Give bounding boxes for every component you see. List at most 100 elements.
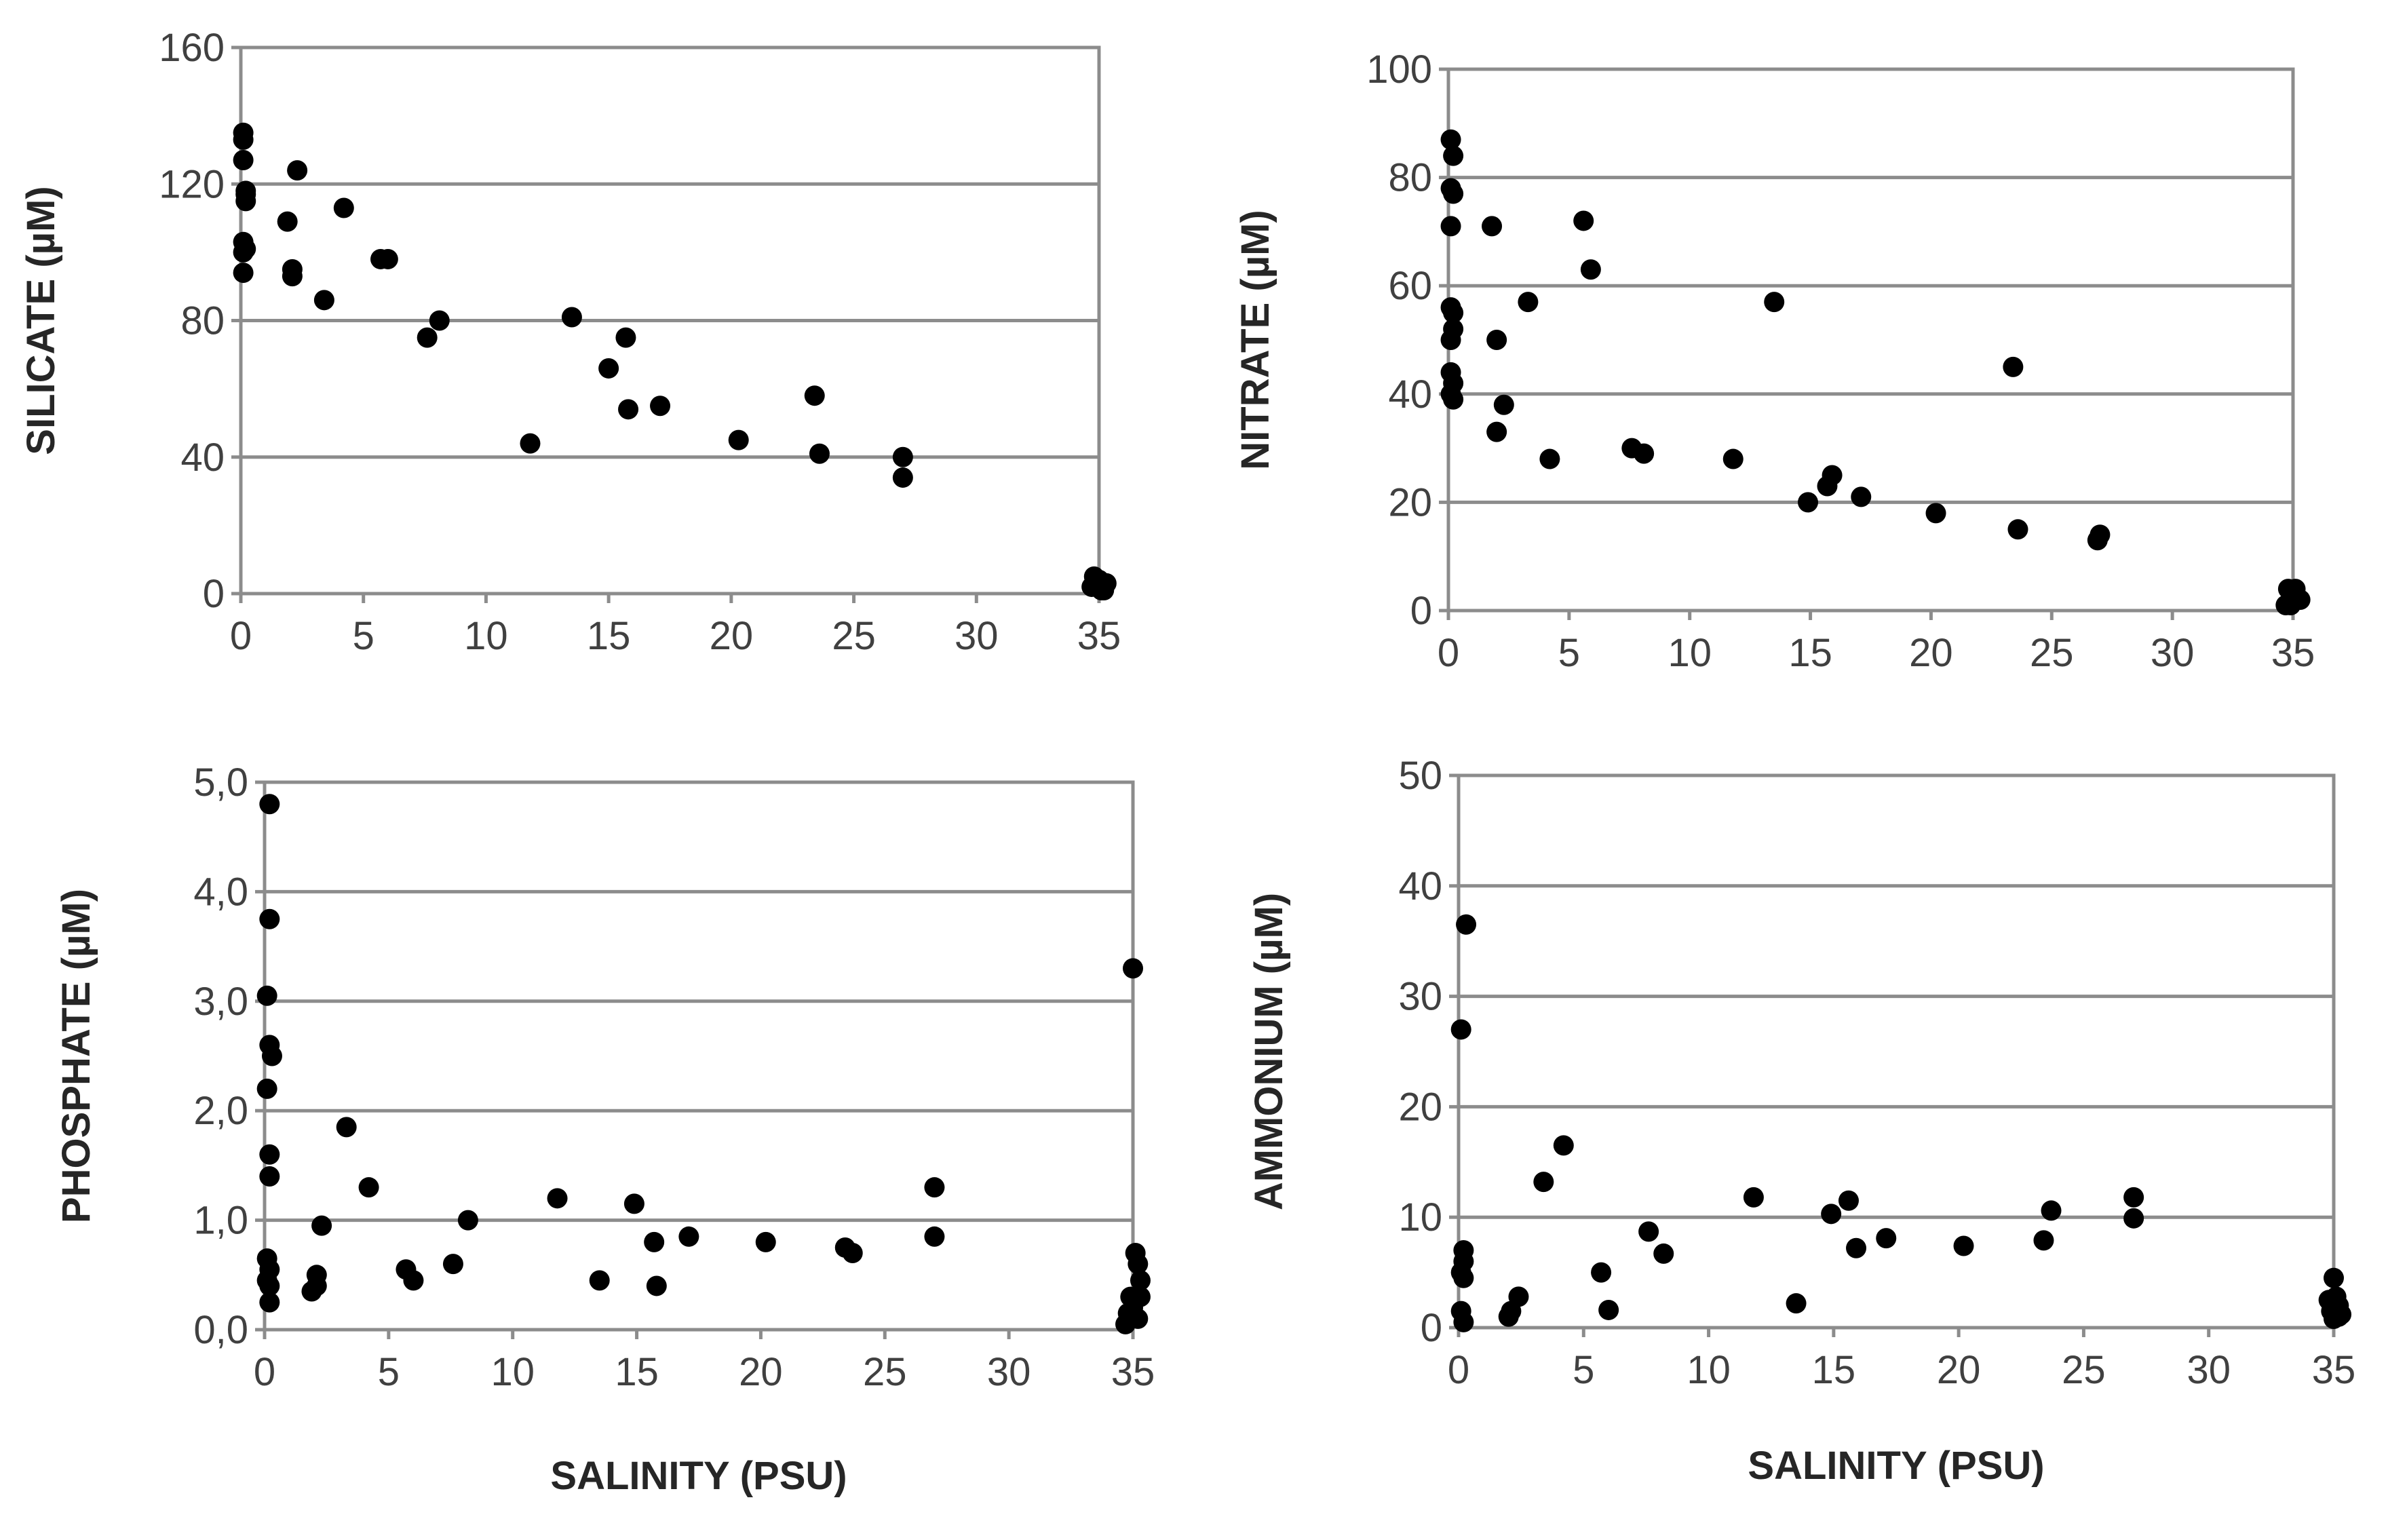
phosphate-data-point [1128, 1254, 1149, 1275]
phosphate-data-point [646, 1275, 667, 1296]
silicate-data-point [233, 150, 254, 171]
phosphate-data-point [259, 1166, 280, 1187]
phosphate-data-point [842, 1243, 863, 1264]
silicate-data-point [520, 433, 541, 454]
nitrate-xtick-label: 10 [1668, 631, 1712, 675]
phosphate-y-axis-title: PHOSPHATE (µM) [54, 889, 98, 1223]
phosphate-ytick-label: 0,0 [193, 1308, 248, 1352]
silicate-xtick-label: 15 [587, 614, 631, 658]
ammonium-data-point [2123, 1208, 2144, 1229]
phosphate-data-point [256, 1078, 277, 1099]
nitrate-data-point [1482, 216, 1503, 237]
nitrate-ytick-label: 100 [1366, 47, 1432, 92]
phosphate-data-point [924, 1226, 945, 1247]
silicate-panel: 0 40 80 120 160 0 5 10 15 20 25 30 35 SILICATE (µM) [19, 26, 1121, 658]
nitrate-data-point [1798, 492, 1819, 513]
ammonium-data-point [2033, 1230, 2054, 1251]
nitrate-data-point [1851, 486, 1872, 507]
phosphate-data-point [678, 1226, 699, 1247]
nitrate-data-point [1573, 210, 1594, 231]
nitrate-data-point [1493, 394, 1514, 415]
silicate-xtick-label: 20 [710, 614, 754, 658]
silicate-data-point [417, 327, 438, 348]
silicate-data-point [650, 396, 671, 417]
nitrate-data-point [2275, 595, 2296, 616]
silicate-data-point [282, 266, 303, 287]
silicate-data-point [377, 248, 398, 269]
silicate-data-point [287, 160, 308, 181]
ammonium-xtick-label: 25 [2062, 1348, 2106, 1392]
silicate-ytick-label: 120 [159, 162, 225, 206]
nitrate-xtick-label: 30 [2151, 631, 2195, 675]
ammonium-data-point [1786, 1293, 1807, 1314]
ammonium-x-axis-title: SALINITY (PSU) [1748, 1444, 2044, 1488]
silicate-data-point [809, 443, 830, 464]
nitrate-ytick-label: 20 [1388, 480, 1432, 524]
ammonium-data-point [1533, 1172, 1554, 1193]
phosphate-xtick-label: 30 [987, 1350, 1031, 1394]
phosphate-x-axis-title: SALINITY (PSU) [550, 1454, 847, 1498]
ammonium-data-point [2318, 1290, 2339, 1311]
silicate-y-axis-title: SILICATE (µM) [19, 186, 63, 455]
nitrate-data-point [1722, 448, 1744, 469]
phosphate-data-point [259, 908, 280, 929]
ammonium-xtick-label: 35 [2312, 1348, 2356, 1392]
phosphate-data-point [547, 1188, 568, 1209]
ammonium-ytick-label: 40 [1398, 864, 1442, 908]
phosphate-data-point [259, 1144, 280, 1165]
ammonium-ytick-label: 10 [1398, 1195, 1442, 1239]
ammonium-xtick-label: 20 [1937, 1348, 1981, 1392]
silicate-ytick-label: 0 [203, 572, 225, 616]
silicate-xtick-label: 30 [955, 614, 999, 658]
ammonium-data-point [1846, 1237, 1867, 1258]
ammonium-data-point [1838, 1190, 1859, 1211]
nitrate-xtick-label: 15 [1788, 631, 1832, 675]
phosphate-data-point [358, 1177, 379, 1198]
phosphate-data-point [1123, 958, 1143, 979]
nitrate-data-point [1443, 145, 1464, 166]
ammonium-data-point [2041, 1200, 2062, 1221]
ammonium-xtick-label: 15 [1812, 1348, 1856, 1392]
nitrate-data-point [1443, 183, 1464, 204]
nitrate-panel: 0 20 40 60 80 100 0 5 10 15 20 25 30 35 NITRATE (µM) [1233, 47, 2315, 675]
ammonium-ytick-label: 30 [1398, 975, 1442, 1019]
ammonium-xtick-label: 30 [2187, 1348, 2231, 1392]
silicate-data-point [618, 399, 639, 420]
silicate-data-point [233, 263, 254, 284]
phosphate-xtick-label: 35 [1111, 1350, 1155, 1394]
nitrate-data-point [1518, 292, 1539, 313]
silicate-data-point [561, 307, 582, 328]
phosphate-data-point [589, 1270, 610, 1291]
nitrate-plot-frame [1446, 67, 2295, 613]
phosphate-plot-frame [263, 780, 1135, 1332]
ammonium-data-point [1456, 914, 1477, 935]
silicate-ytick-label: 160 [159, 26, 225, 70]
nitrate-y-axis-title: NITRATE (µM) [1233, 210, 1277, 470]
silicate-data-point [429, 310, 450, 331]
phosphate-xtick-label: 10 [490, 1350, 535, 1394]
phosphate-data-point [259, 1292, 280, 1313]
nitrate-data-point [2007, 519, 2028, 540]
silicate-data-point [892, 446, 913, 467]
ammonium-data-point [1821, 1204, 1842, 1225]
ammonium-data-point [1876, 1228, 1897, 1249]
phosphate-data-point [755, 1231, 776, 1252]
ammonium-ytick-label: 20 [1398, 1085, 1442, 1129]
silicate-data-point [233, 242, 254, 263]
ammonium-plot-frame [1457, 773, 2336, 1330]
phosphate-data-point [311, 1215, 332, 1236]
nitrate-data-point [1634, 443, 1655, 464]
nitrate-data-point [2090, 524, 2111, 545]
phosphate-xtick-label: 5 [378, 1350, 400, 1394]
ammonium-data-point [1953, 1235, 1974, 1256]
nitrate-xtick-label: 0 [1438, 631, 1459, 675]
phosphate-data-point [644, 1231, 665, 1252]
phosphate-ytick-label: 4,0 [193, 870, 248, 914]
ammonium-data-point [2123, 1187, 2144, 1208]
phosphate-ytick-label: 1,0 [193, 1199, 248, 1243]
phosphate-data-point [261, 1045, 282, 1066]
nitrate-ytick-label: 80 [1388, 156, 1432, 200]
phosphate-xtick-label: 25 [863, 1350, 907, 1394]
ammonium-data-point [2328, 1306, 2349, 1327]
ammonium-xtick-label: 0 [1448, 1348, 1469, 1392]
